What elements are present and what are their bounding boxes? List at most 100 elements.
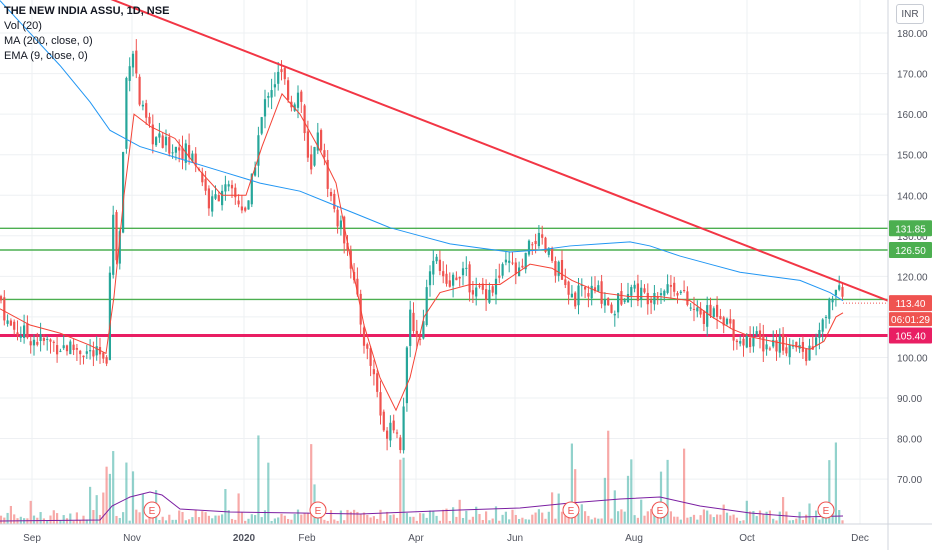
candle-body: [9, 320, 12, 326]
volume-bar: [333, 519, 336, 524]
candle-body: [445, 273, 448, 284]
volume-bar: [458, 499, 461, 524]
candle-body: [280, 69, 283, 73]
volume-bar: [105, 466, 108, 524]
candle-body: [745, 334, 748, 348]
candle-body: [0, 296, 3, 301]
candle-body: [287, 80, 290, 100]
candle-body: [343, 216, 346, 244]
candle-body: [706, 305, 709, 327]
volume-bar: [329, 510, 333, 524]
candle-body: [320, 130, 323, 150]
candle-body: [59, 350, 62, 352]
candle-body: [131, 53, 135, 68]
volume-bar: [409, 516, 412, 524]
volume-bar: [791, 520, 795, 524]
candle-body: [689, 307, 692, 309]
candle-body: [597, 285, 600, 292]
candle-body: [633, 284, 636, 289]
candle-body: [254, 167, 257, 176]
candle-body: [92, 350, 95, 357]
candle-body: [739, 341, 742, 344]
candle-body: [237, 200, 240, 205]
volume-bar: [735, 517, 738, 524]
vol-indicator-label[interactable]: Vol (20): [4, 20, 42, 32]
candle-body: [234, 187, 237, 198]
volume-bar: [419, 513, 422, 524]
horizontal-levels: [0, 227, 888, 338]
symbol-title[interactable]: THE NEW INDIA ASSU, 1D, NSE: [4, 5, 170, 17]
volume-bar: [240, 512, 243, 524]
candle-body: [409, 309, 412, 346]
candle-body: [49, 339, 52, 342]
countdown-text: 06:01:29: [891, 315, 930, 326]
volume-bar: [221, 514, 224, 524]
ema-indicator-label[interactable]: EMA (9, close, 0): [4, 50, 88, 62]
volume-bar: [211, 518, 214, 524]
volume-bar: [597, 518, 600, 524]
y-tick-label: 120.00: [897, 272, 928, 283]
candle-body: [452, 274, 455, 286]
candle-body: [204, 179, 207, 191]
ma-indicator-label[interactable]: MA (200, close, 0): [4, 35, 93, 47]
volume-bar: [181, 511, 184, 524]
volume-bar: [475, 506, 478, 524]
candle-body: [419, 338, 422, 340]
candle-body: [617, 293, 620, 313]
candle-body: [89, 350, 92, 352]
candle-body: [369, 348, 372, 366]
candle-body: [478, 285, 481, 287]
earnings-marker-icon: [817, 501, 835, 519]
candle-body: [221, 190, 224, 206]
volume-bar: [197, 517, 201, 524]
volume-bar: [821, 516, 824, 524]
volume-bar: [666, 459, 669, 524]
candle-body: [676, 293, 679, 296]
candle-body: [415, 330, 418, 337]
volume-bar: [498, 520, 501, 524]
candle-body: [405, 347, 408, 404]
candle-body: [696, 307, 699, 312]
candle-body: [161, 135, 164, 148]
candle-body: [768, 348, 771, 350]
candle-body: [428, 271, 432, 286]
candle-body: [603, 299, 606, 306]
candle-body: [188, 145, 191, 158]
volume-bar: [422, 513, 425, 524]
candle-body: [587, 293, 590, 297]
volume-bar: [574, 469, 577, 524]
volume-bar: [62, 515, 65, 524]
candle-body: [607, 298, 610, 306]
candle-body: [481, 283, 484, 290]
candle-body: [346, 242, 349, 251]
volume-bar: [567, 516, 570, 524]
candle-body: [178, 147, 181, 151]
candle-body: [465, 267, 468, 269]
candle-body: [778, 336, 781, 353]
volume-bar: [339, 510, 342, 524]
volume-bar: [0, 515, 3, 524]
candle-body: [765, 344, 768, 350]
volume-bar: [138, 512, 141, 524]
volume-bar: [696, 519, 699, 524]
volume-bar: [42, 518, 45, 524]
volume-bar: [481, 519, 484, 524]
currency-button[interactable]: INR: [896, 4, 924, 24]
x-tick-label: 2020: [233, 533, 256, 544]
volume-bars: [0, 430, 844, 524]
volume-bar: [465, 510, 468, 524]
candle-body: [560, 260, 564, 280]
volume-bar: [782, 497, 785, 524]
volume-bar: [692, 514, 696, 524]
volume-bar: [72, 520, 75, 524]
volume-ma-line: [0, 491, 844, 522]
candle-body: [329, 192, 333, 197]
candle-body: [735, 340, 738, 343]
volume-bar: [778, 511, 781, 524]
candle-body: [75, 348, 78, 350]
candle-body: [521, 265, 524, 268]
candle-body: [623, 300, 626, 302]
volume-bar: [455, 516, 458, 524]
